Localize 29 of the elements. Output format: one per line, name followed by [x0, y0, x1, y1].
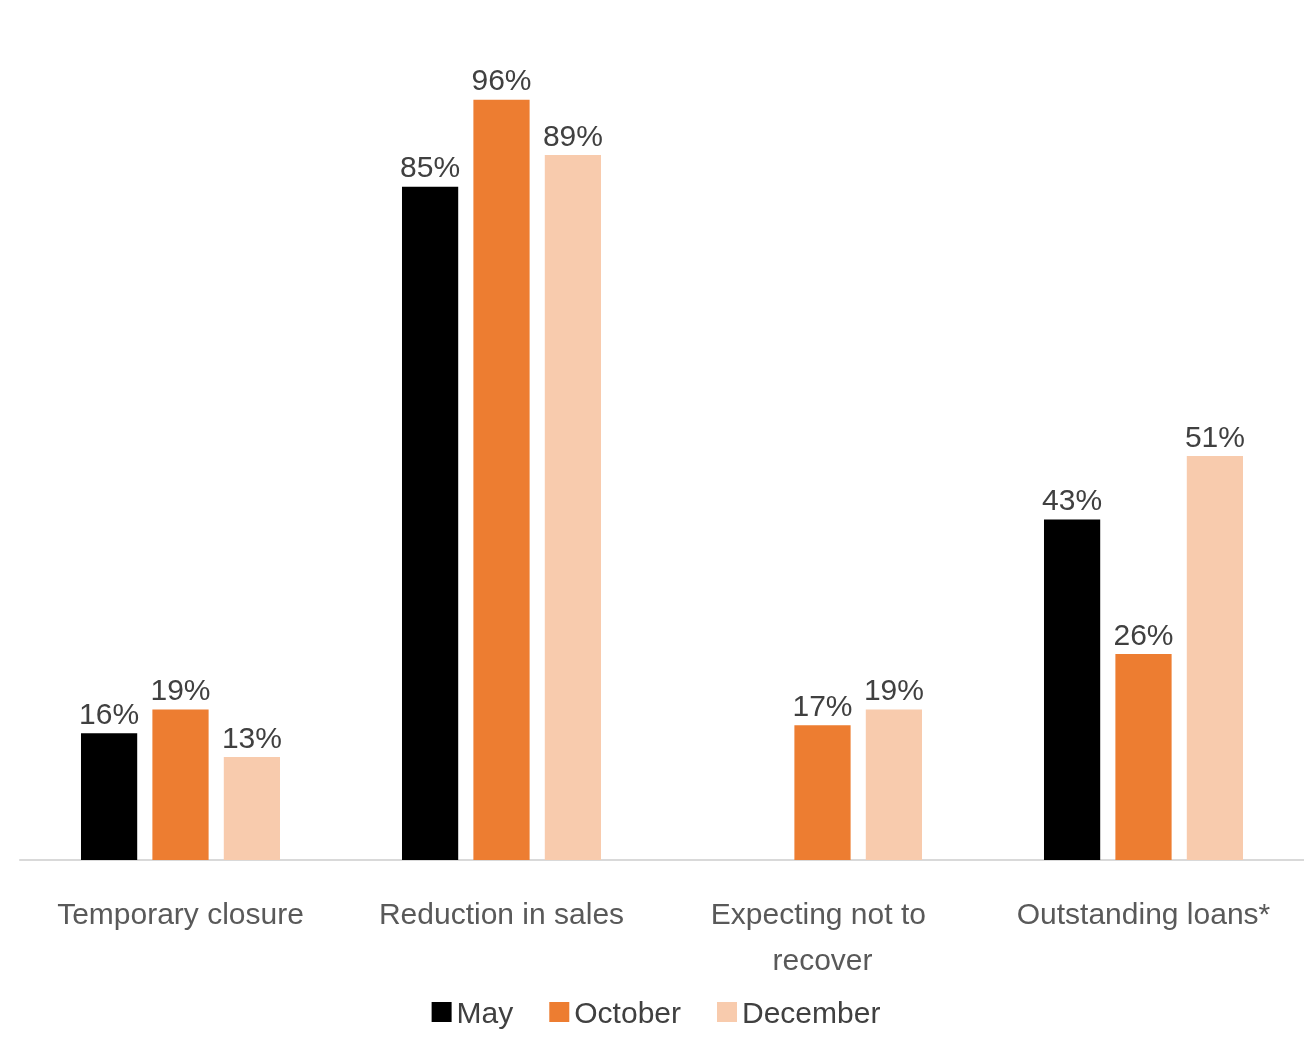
- data-label: 19%: [150, 673, 211, 707]
- x-tick-label: Reduction in sales: [378, 896, 625, 930]
- legend-label: December: [742, 995, 881, 1029]
- bar: [544, 155, 602, 860]
- x-tick-label: Expecting not to recover: [710, 896, 935, 976]
- bar: [152, 709, 209, 860]
- data-label: 51%: [1184, 419, 1245, 453]
- data-label: 16%: [79, 696, 140, 730]
- bar: [1043, 519, 1101, 860]
- data-label: 89%: [542, 118, 603, 152]
- bar: [401, 186, 459, 860]
- bar: [1115, 654, 1172, 860]
- bar: [865, 709, 923, 860]
- x-tick-label: Outstanding loans*: [1016, 896, 1271, 930]
- data-label: 13%: [221, 720, 282, 754]
- bar: [473, 99, 530, 860]
- data-label: 19%: [863, 673, 924, 707]
- data-label: 43%: [1042, 482, 1103, 516]
- legend-label: May: [456, 995, 514, 1029]
- bar: [223, 757, 281, 860]
- data-label: 26%: [1113, 617, 1174, 651]
- bar: [1186, 456, 1244, 860]
- data-label: 96%: [471, 63, 532, 97]
- bar: [80, 733, 138, 860]
- legend-label: October: [574, 995, 682, 1029]
- bar: [794, 725, 851, 860]
- data-label: 17%: [792, 688, 853, 722]
- x-tick-label: Temporary closure: [57, 896, 304, 930]
- data-label: 85%: [400, 150, 461, 184]
